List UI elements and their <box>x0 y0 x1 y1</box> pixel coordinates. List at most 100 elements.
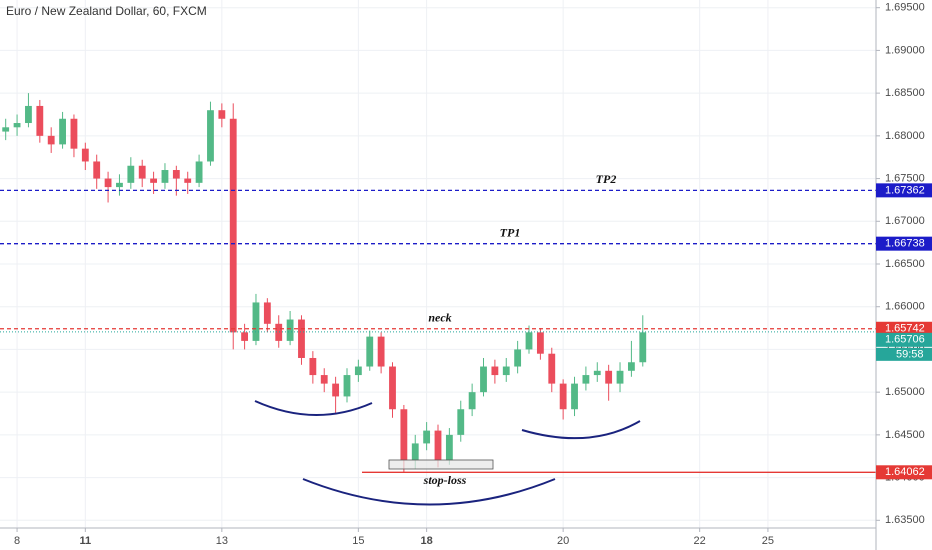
x-tick-label: 15 <box>352 535 364 547</box>
candle-body <box>514 349 522 367</box>
stop-loss-zone <box>388 459 494 470</box>
candle-body <box>70 118 78 149</box>
candle-body <box>286 319 294 341</box>
candle-body <box>241 332 249 341</box>
x-tick-label: 11 <box>80 535 92 547</box>
candle-body <box>377 336 385 367</box>
y-tick-label: 1.68500 <box>885 87 925 99</box>
candle-body <box>605 370 613 384</box>
candle-body <box>59 118 66 145</box>
candle-body <box>468 392 476 410</box>
level-tag-label: 1.66738 <box>885 238 925 250</box>
grid <box>0 0 876 528</box>
x-tick-label: 18 <box>420 535 432 547</box>
head-arc <box>302 478 556 506</box>
level-tag-label: 1.65742 <box>885 323 925 335</box>
y-tick-label: 1.63500 <box>885 514 925 526</box>
candle-body <box>13 123 21 128</box>
candle-body <box>25 105 32 124</box>
levels: TP2 TP1 neck stop-loss <box>0 172 876 487</box>
candle-body <box>627 362 635 371</box>
y-tick-label: 1.69000 <box>885 44 925 56</box>
candle-body <box>275 323 283 341</box>
candle-body <box>104 178 112 188</box>
x-tick-label: 20 <box>557 535 569 547</box>
level-tag <box>876 236 932 251</box>
candle-body <box>298 319 305 358</box>
y-tick-label: 1.68000 <box>885 130 925 142</box>
candle-body <box>2 127 10 132</box>
candle-body <box>389 366 396 410</box>
candle-body <box>138 165 146 179</box>
countdown-tag <box>876 347 932 361</box>
level-label: neck <box>428 311 451 325</box>
candle-body <box>434 430 442 461</box>
candle-body <box>218 110 226 119</box>
candle-body <box>616 370 624 384</box>
level-label: TP1 <box>500 225 521 239</box>
chart-title: Euro / New Zealand Dollar, 60, FXCM <box>6 4 207 18</box>
annotations <box>254 400 641 506</box>
candle-body <box>411 443 419 461</box>
candle-body <box>639 332 647 363</box>
x-tick-label: 13 <box>216 535 228 547</box>
level-tag <box>876 321 932 336</box>
candle-body <box>332 383 340 397</box>
level-tag-label: 1.64062 <box>885 466 925 478</box>
y-tick-label: 1.66500 <box>885 258 925 270</box>
candle-body <box>491 366 499 376</box>
candle-body <box>582 375 590 384</box>
level-label: stop-loss <box>423 473 467 487</box>
candle-body <box>252 302 260 341</box>
y-tick-label: 1.66000 <box>885 301 925 313</box>
level-tag <box>876 183 932 198</box>
last-price-label: 1.65706 <box>885 334 925 346</box>
countdown-label: 59:58 <box>896 349 924 361</box>
candle-body <box>47 135 55 145</box>
y-tick-label: 1.67500 <box>885 172 925 184</box>
candle-body <box>320 375 328 384</box>
candle-body <box>525 332 533 350</box>
candle-body <box>502 366 510 376</box>
candle-body <box>127 165 135 183</box>
candle-body <box>343 375 351 397</box>
candle-body <box>116 182 123 188</box>
candle-body <box>309 357 317 376</box>
candle-body <box>536 332 544 354</box>
level-tag <box>876 465 932 480</box>
level-label: TP2 <box>596 172 617 186</box>
y-tick-label: 1.65000 <box>885 386 925 398</box>
candle-body <box>207 110 214 162</box>
x-tick-label: 25 <box>762 535 774 547</box>
candle-body <box>81 148 89 162</box>
candle-body <box>36 105 44 136</box>
level-tag-label: 1.67362 <box>885 184 925 196</box>
candle-body <box>161 170 169 183</box>
left-shoulder-arc <box>254 400 373 416</box>
candle-body <box>366 336 374 367</box>
candle-body <box>445 434 453 461</box>
candle-body <box>172 170 180 179</box>
axes: 1.635001.640001.645001.650001.655001.660… <box>14 2 932 547</box>
candle-body <box>229 118 237 333</box>
candle-body <box>354 366 362 376</box>
y-tick-label: 1.64500 <box>885 429 925 441</box>
candle-body <box>423 430 431 444</box>
candle-body <box>548 353 556 384</box>
candle-body <box>593 370 601 376</box>
candles <box>2 93 647 473</box>
y-tick-label: 1.69500 <box>885 2 925 14</box>
candle-body <box>480 366 487 393</box>
x-tick-label: 8 <box>14 535 20 547</box>
y-tick-label: 1.67000 <box>885 215 925 227</box>
x-tick-label: 22 <box>694 535 706 547</box>
right-shoulder-arc <box>521 420 641 440</box>
last-price-tag <box>876 332 932 347</box>
candle-body <box>150 178 157 183</box>
candle-body <box>400 409 408 461</box>
candle-body <box>263 302 271 324</box>
candle-body <box>457 409 465 435</box>
candle-body <box>195 161 203 183</box>
candle-body <box>93 161 101 179</box>
